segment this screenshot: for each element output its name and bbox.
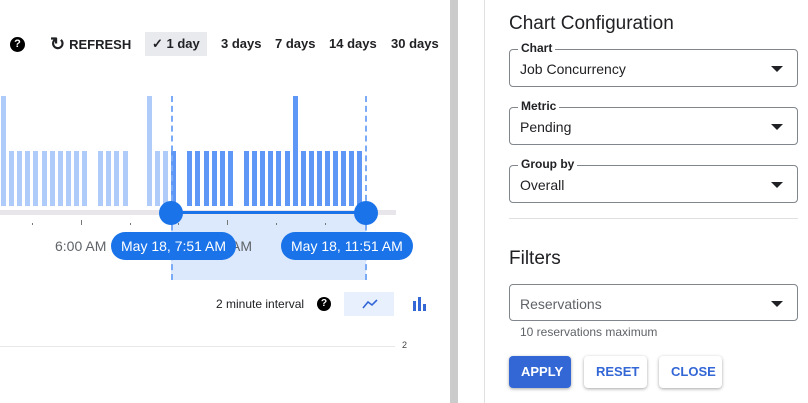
timeline-bar [187,151,193,206]
timeline-bar [268,151,274,206]
dropdown-arrow-icon [771,66,783,72]
timeline-bar [227,151,233,206]
timeline-bar [41,151,47,206]
timeline-bar [244,151,249,206]
dropdown-arrow-icon [771,124,783,130]
panel-divider [484,0,485,403]
chart-select[interactable]: Chart Job Concurrency [509,41,798,87]
axis-tick [227,220,228,225]
range-7-days[interactable]: 7 days [275,36,316,51]
axis-tick [81,220,82,225]
selection-start-line [171,96,173,280]
axis-tick [130,223,131,225]
timeline-bar [203,151,209,206]
timeline-bar [252,151,258,206]
refresh-button[interactable]: ↻ REFRESH [50,33,132,54]
reset-button[interactable]: RESET [584,356,647,388]
filters-title: Filters [509,248,561,269]
refresh-icon: ↻ [50,33,66,54]
timeline-bar [98,151,104,206]
interval-label: 2 minute interval [216,297,305,311]
bar-chart-icon [413,297,426,311]
timeline-bar [122,151,128,206]
timeline-bar [57,151,63,206]
bar-chart-button[interactable] [412,296,428,312]
axis-label: 6:00 AM [55,238,107,254]
timeline-bar [114,151,120,206]
timeline-bar [333,151,339,206]
timeline-bar [17,151,23,206]
timeline-bar [260,151,266,206]
reservations-hint: 10 reservations maximum [520,325,658,339]
range-end-handle[interactable] [354,201,378,225]
group-by-select[interactable]: Group by Overall [509,157,798,203]
axis-label-partial: AM [231,238,252,254]
timeline-bar [300,151,306,206]
metric-select[interactable]: Metric Pending [509,99,798,145]
timeline-bar [292,96,298,206]
timeline-bar [9,151,15,206]
range-14-days[interactable]: 14 days [329,36,377,51]
axis-tick [32,223,33,225]
timeline-bar [341,151,347,206]
timeline-bar [146,96,152,206]
timeline-bar [195,151,201,206]
selection-end-line [365,96,367,280]
timeline-bar [65,151,71,206]
timeline-bar [154,151,160,206]
range-30-days[interactable]: 30 days [391,36,439,51]
dropdown-arrow-icon [771,182,783,188]
line-chart-icon [362,299,378,309]
timeline-bar [308,151,314,206]
chart-gridline [0,346,395,347]
timeline-bar [211,151,217,206]
timeline-bar [25,151,31,206]
panel-title: Chart Configuration [509,13,674,34]
timeline-bar [163,151,168,206]
timeline-bar [284,151,290,206]
timeline-bar [325,151,330,206]
close-button[interactable]: CLOSE [659,356,722,388]
axis-tick [325,223,326,225]
timeline-bar [49,151,55,206]
timeline-bar [357,151,363,206]
range-end-label: May 18, 11:51 AM [281,232,413,260]
timeline-bar [82,151,87,206]
apply-button[interactable]: APPLY [509,356,571,388]
y-tick-label: 2 [402,340,408,350]
timeline-bar [171,151,177,206]
dropdown-arrow-icon [771,301,783,307]
timeline-bar [316,151,322,206]
range-3-days[interactable]: 3 days [221,36,262,51]
selection-range-line [171,211,366,214]
timeline-bar [73,151,79,206]
axis-tick [276,223,277,225]
section-divider [509,218,798,219]
axis-tick [178,223,179,225]
scrollbar[interactable] [450,0,458,403]
reservations-select[interactable]: Reservations [509,284,798,321]
timeline-bar [33,151,39,206]
interval-help-icon[interactable]: ? [317,297,331,311]
timeline-bar [1,96,6,206]
range-start-handle[interactable] [159,201,183,225]
range-1-day[interactable]: ✓ 1 day [145,32,207,56]
line-chart-button[interactable] [344,292,394,316]
help-icon[interactable]: ? [10,37,25,52]
range-start-label: May 18, 7:51 AM [111,232,237,260]
check-icon: ✓ [152,36,167,51]
timeline-bar [219,151,225,206]
timeline-bar [106,151,112,206]
timeline-bar [349,151,355,206]
timeline-bar [276,151,282,206]
